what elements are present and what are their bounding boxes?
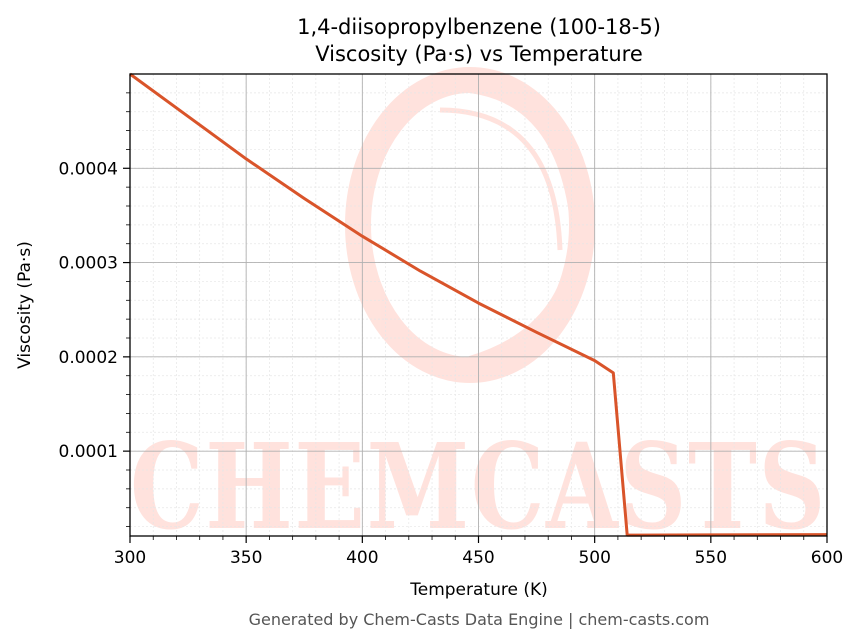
y-axis-ticks: 0.0001 0.0002 0.0003 0.0004 bbox=[59, 92, 130, 527]
x-tick-label: 600 bbox=[811, 548, 843, 568]
x-tick-label: 300 bbox=[114, 548, 146, 568]
x-tick-label: 500 bbox=[578, 548, 610, 568]
x-tick-label: 450 bbox=[462, 548, 494, 568]
footer-credit: Generated by Chem-Casts Data Engine | ch… bbox=[249, 610, 710, 629]
x-tick-label: 350 bbox=[230, 548, 262, 568]
y-tick-label: 0.0004 bbox=[59, 159, 118, 179]
y-tick-label: 0.0002 bbox=[59, 348, 118, 368]
y-tick-label: 0.0001 bbox=[59, 442, 118, 462]
chart-title-line2: Viscosity (Pa·s) vs Temperature bbox=[315, 42, 643, 66]
viscosity-series-line bbox=[129, 72, 828, 537]
y-tick-label: 0.0003 bbox=[59, 254, 118, 274]
y-axis-label: Viscosity (Pa·s) bbox=[15, 241, 35, 369]
x-tick-label: 400 bbox=[346, 548, 378, 568]
x-tick-label: 550 bbox=[695, 548, 727, 568]
x-axis-ticks: 300 350 400 450 500 550 600 bbox=[114, 536, 843, 568]
chart-title-line1: 1,4-diisopropylbenzene (100-18-5) bbox=[297, 15, 661, 39]
x-axis-label: Temperature (K) bbox=[409, 580, 548, 600]
